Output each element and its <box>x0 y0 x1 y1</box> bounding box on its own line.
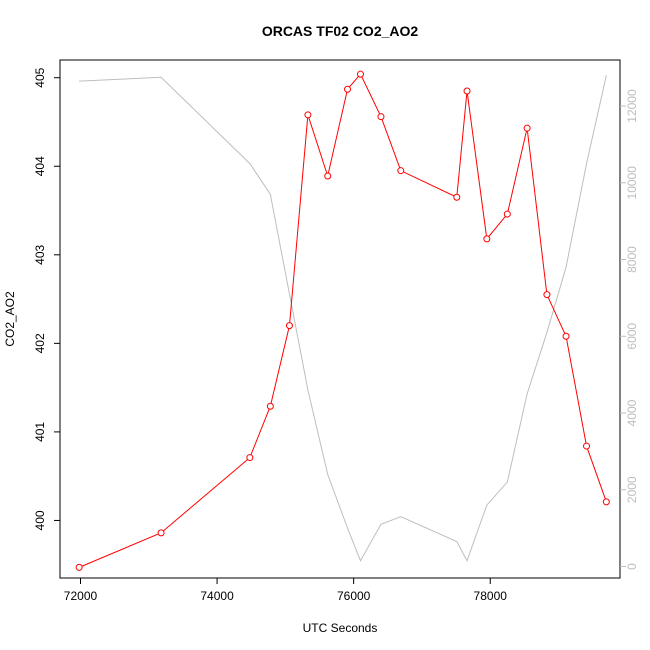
y2-tick-label: 4000 <box>625 399 639 426</box>
data-point <box>602 498 610 506</box>
chart-title: ORCAS TF02 CO2_AO2 <box>262 23 419 39</box>
x-axis: 72000 74000 76000 78000 <box>64 578 507 603</box>
data-point <box>266 402 274 410</box>
data-point <box>356 70 364 78</box>
data-point <box>304 111 312 119</box>
y2-tick-label: 10000 <box>625 166 639 200</box>
x-axis-label: UTC Seconds <box>303 621 378 635</box>
y2-tick-label: 8000 <box>625 246 639 273</box>
left-series-line <box>78 73 607 568</box>
data-point <box>543 291 551 299</box>
data-point <box>157 529 165 537</box>
x-tick-label: 78000 <box>474 589 508 603</box>
x-tick-label: 74000 <box>200 589 234 603</box>
y-tick-label: 404 <box>33 156 47 176</box>
y-tick-label: 402 <box>33 333 47 353</box>
y-axis-right: 0 2000 4000 6000 8000 10000 12000 <box>620 89 639 570</box>
y-tick-label: 403 <box>33 244 47 264</box>
y-tick-label: 401 <box>33 422 47 442</box>
data-point <box>562 332 570 340</box>
data-point <box>285 322 293 330</box>
data-point <box>397 167 405 175</box>
y2-tick-label: 12000 <box>625 89 639 123</box>
data-point <box>75 563 83 571</box>
y2-tick-label: 6000 <box>625 323 639 350</box>
y-tick-label: 400 <box>33 510 47 530</box>
data-point <box>377 113 385 121</box>
data-point <box>324 172 332 180</box>
y-tick-label: 405 <box>33 67 47 87</box>
plot-frame <box>59 59 621 579</box>
x-tick-label: 72000 <box>64 589 98 603</box>
y2-tick-label: 2000 <box>625 476 639 503</box>
data-point <box>246 454 254 462</box>
x-tick-label: 76000 <box>337 589 371 603</box>
data-point <box>453 193 461 201</box>
data-point <box>463 87 471 95</box>
y2-tick-label: 0 <box>625 563 639 570</box>
y-axis-left: 400 401 402 403 404 405 <box>33 67 60 530</box>
data-point <box>503 210 511 218</box>
series-left-axis <box>75 70 610 571</box>
y-axis-label: CO2_AO2 <box>3 291 17 347</box>
right-series-line <box>79 75 607 562</box>
data-point <box>483 235 491 243</box>
data-point <box>344 85 352 93</box>
series-right-axis <box>79 75 607 562</box>
data-point <box>583 442 591 450</box>
data-point <box>523 124 531 132</box>
